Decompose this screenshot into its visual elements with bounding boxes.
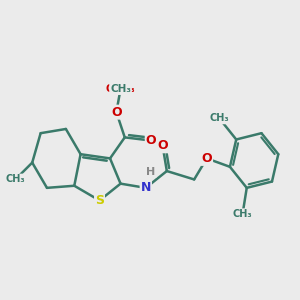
- Text: O: O: [146, 134, 156, 147]
- Text: CH₃: CH₃: [6, 174, 25, 184]
- Text: CH₃: CH₃: [110, 84, 131, 94]
- Text: H: H: [146, 167, 156, 177]
- Text: CH₃: CH₃: [233, 209, 252, 219]
- Text: S: S: [95, 194, 104, 207]
- Text: O: O: [111, 106, 122, 118]
- Text: OCH₃: OCH₃: [106, 84, 135, 94]
- Text: O: O: [202, 152, 212, 165]
- Text: O: O: [157, 139, 168, 152]
- Text: N: N: [141, 182, 151, 194]
- Text: CH₃: CH₃: [210, 113, 229, 124]
